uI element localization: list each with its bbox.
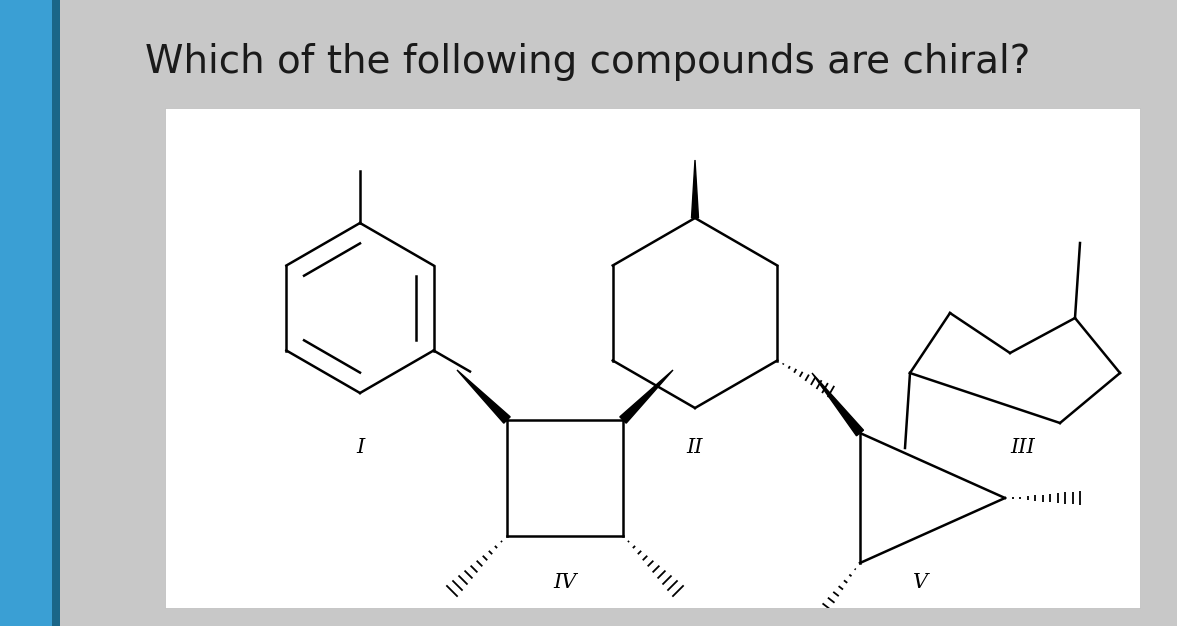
Polygon shape bbox=[457, 370, 510, 423]
Bar bbox=[165, 108, 1141, 608]
Text: I: I bbox=[355, 438, 364, 457]
Text: Which of the following compounds are chiral?: Which of the following compounds are chi… bbox=[145, 43, 1031, 81]
Polygon shape bbox=[692, 160, 698, 218]
Text: II: II bbox=[686, 438, 703, 457]
Text: IV: IV bbox=[553, 573, 577, 592]
Bar bbox=[0, 0, 52, 626]
Text: V: V bbox=[912, 573, 927, 592]
Text: III: III bbox=[1011, 438, 1036, 457]
Bar bbox=[52, 0, 60, 626]
Polygon shape bbox=[620, 370, 673, 423]
Polygon shape bbox=[812, 373, 864, 436]
